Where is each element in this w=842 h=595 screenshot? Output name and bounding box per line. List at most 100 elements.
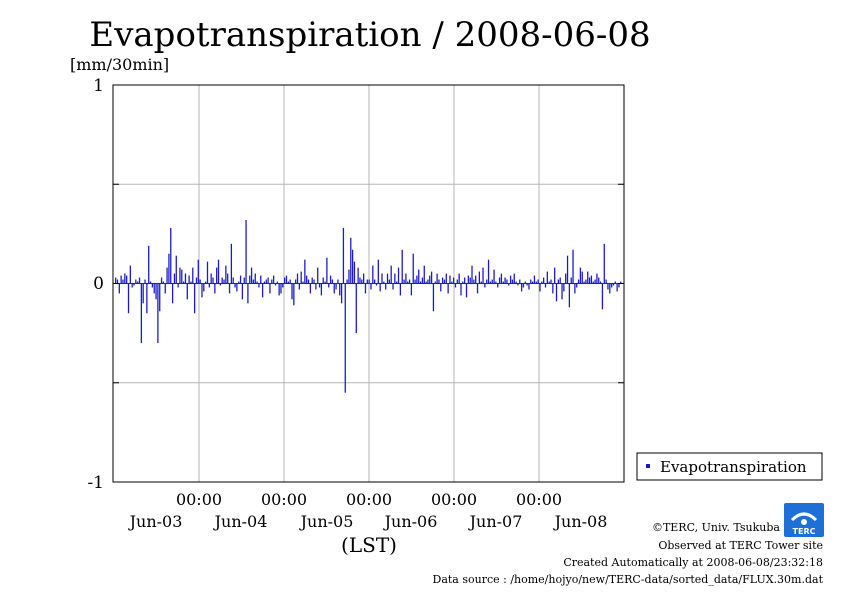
- bar: [544, 283, 547, 288]
- y-tick-label-zero: 0: [93, 274, 104, 294]
- bar: [555, 283, 558, 302]
- bar: [304, 259, 306, 284]
- bar: [263, 281, 266, 284]
- x-time-label: 00:00: [346, 490, 392, 509]
- bar: [205, 281, 207, 284]
- y-axis: 1 0 -1: [87, 76, 624, 493]
- bar: [403, 279, 405, 284]
- bar: [504, 277, 506, 284]
- y-tick-label-top: 1: [93, 76, 104, 96]
- bar: [249, 275, 251, 284]
- bar: [203, 283, 205, 292]
- bar: [245, 219, 247, 284]
- bar: [458, 273, 460, 284]
- bar: [171, 283, 174, 304]
- bar: [388, 279, 390, 284]
- bar: [456, 279, 458, 284]
- bar: [322, 277, 324, 284]
- bar: [243, 277, 245, 284]
- bar: [309, 283, 312, 294]
- legend-label: Evapotranspiration: [660, 458, 807, 476]
- bar: [421, 277, 424, 284]
- bar: [590, 275, 593, 284]
- bar: [522, 283, 525, 288]
- legend-swatch: [646, 464, 650, 468]
- bar: [506, 279, 508, 284]
- bar: [287, 281, 289, 284]
- bar: [570, 277, 572, 284]
- bar: [423, 265, 425, 284]
- bar: [151, 283, 154, 288]
- bar: [537, 279, 539, 284]
- bar: [385, 283, 387, 290]
- bar: [118, 283, 120, 294]
- bar: [425, 281, 427, 284]
- bar: [168, 253, 170, 284]
- bar: [238, 281, 240, 284]
- bar: [502, 281, 504, 284]
- bar: [199, 279, 201, 284]
- bar: [566, 255, 569, 284]
- bar: [515, 281, 517, 284]
- bar: [554, 267, 556, 284]
- bar: [337, 279, 339, 284]
- bar: [208, 283, 210, 288]
- bar: [272, 275, 275, 284]
- bar: [250, 267, 253, 284]
- bar: [517, 283, 519, 286]
- bar: [397, 267, 400, 284]
- bar: [464, 277, 466, 284]
- bar: [432, 283, 435, 312]
- bar: [182, 281, 185, 284]
- bar: [550, 279, 552, 284]
- bar: [408, 279, 411, 284]
- x-day-label: Jun-05: [299, 512, 354, 531]
- bar: [284, 277, 286, 284]
- bar: [497, 283, 499, 288]
- bar: [127, 283, 130, 314]
- x-day-label: Jun-03: [128, 512, 183, 531]
- bar: [430, 271, 433, 284]
- bar: [583, 281, 585, 284]
- bar: [467, 275, 469, 284]
- bar: [399, 283, 402, 296]
- bar: [329, 275, 332, 284]
- bar: [227, 273, 229, 284]
- bar: [355, 283, 357, 334]
- bar: [471, 265, 473, 284]
- bar: [357, 267, 359, 284]
- bar: [122, 279, 124, 284]
- bar: [620, 281, 622, 284]
- bar: [318, 283, 321, 288]
- bar: [217, 259, 220, 284]
- bar: [588, 277, 591, 284]
- bar: [364, 283, 367, 294]
- legend-box: [636, 452, 823, 481]
- bar: [469, 277, 471, 284]
- bar: [179, 267, 181, 284]
- bar: [140, 283, 143, 344]
- terc-logo: TERC: [784, 503, 824, 537]
- bar: [581, 271, 583, 284]
- bar: [155, 283, 157, 300]
- bar: [170, 227, 172, 284]
- bar: [276, 281, 278, 284]
- bar: [596, 273, 598, 284]
- bar: [351, 249, 354, 284]
- bar: [410, 283, 413, 296]
- bar: [379, 283, 381, 292]
- bar: [239, 275, 242, 284]
- bar: [441, 277, 444, 284]
- bar: [372, 265, 374, 284]
- bar: [585, 279, 587, 284]
- bar: [436, 273, 438, 284]
- bar: [295, 279, 297, 284]
- bar: [454, 283, 457, 288]
- bar: [142, 283, 144, 304]
- y-tick-label-bottom: -1: [87, 473, 104, 493]
- bar: [254, 273, 256, 284]
- bar: [344, 283, 346, 393]
- bar: [317, 267, 319, 284]
- bar: [528, 283, 530, 290]
